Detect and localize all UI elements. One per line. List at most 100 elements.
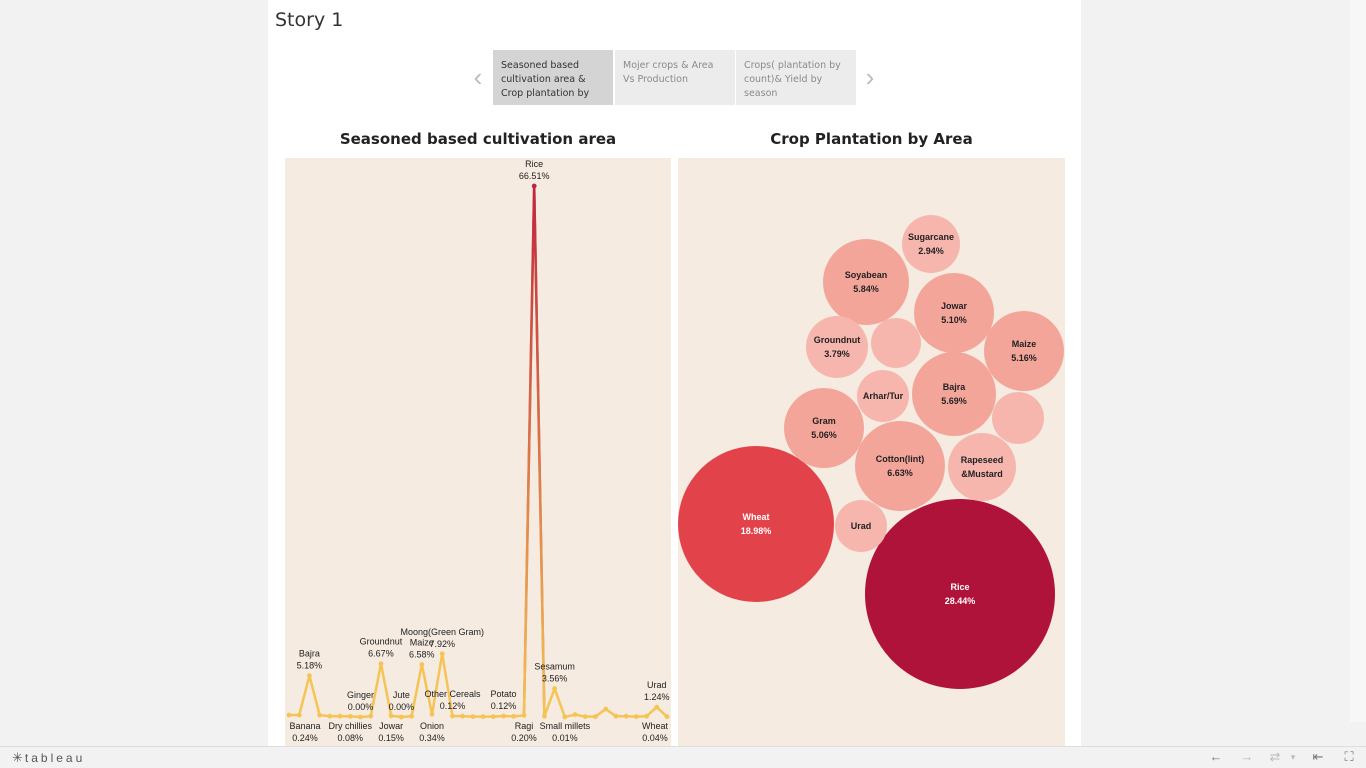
bubble-circle[interactable] <box>984 311 1064 391</box>
tableau-logo[interactable]: ✳ tableau <box>12 750 85 766</box>
undo-button[interactable]: ← <box>1207 749 1225 765</box>
bubble-urad[interactable]: Urad <box>835 500 887 552</box>
bubble-label: Jowar <box>941 301 968 311</box>
bubble-circle[interactable] <box>784 388 864 468</box>
revert-dropdown[interactable]: ▾ <box>1288 749 1298 765</box>
bubble-value: 5.06% <box>811 430 837 440</box>
line-point[interactable] <box>347 713 353 719</box>
line-point[interactable] <box>603 706 609 712</box>
line-point[interactable] <box>562 714 568 720</box>
bubble-value: 3.79% <box>824 349 850 359</box>
bubble-circle[interactable] <box>914 273 994 353</box>
bubble-circle[interactable] <box>855 421 945 511</box>
bubble-soyabean[interactable]: Soyabean 5.84% <box>823 239 909 325</box>
line-point[interactable] <box>470 714 476 720</box>
line-point[interactable] <box>480 714 486 720</box>
chevron-left-icon: ‹ <box>473 62 483 92</box>
bubble-label: Gram <box>812 416 836 426</box>
data-label-name: Ragi <box>515 721 534 731</box>
bubble-circle[interactable] <box>857 370 909 422</box>
scrollbar-thumb[interactable] <box>1350 0 1366 722</box>
line-point[interactable] <box>368 713 374 719</box>
line-point[interactable] <box>460 713 466 719</box>
data-label-name: Potato <box>491 689 517 699</box>
prev-story-point-button[interactable]: ‹ <box>470 64 486 90</box>
bubble-rapeseed-mustard[interactable]: Rapeseed&Mustard <box>948 433 1016 501</box>
line-segment <box>441 653 454 717</box>
line-point[interactable] <box>296 712 302 718</box>
line-point[interactable] <box>307 673 312 679</box>
line-point[interactable] <box>388 713 394 719</box>
bubble-gram[interactable]: Gram 5.06% <box>784 388 864 468</box>
bubble-maize[interactable]: Maize 5.16% <box>984 311 1064 391</box>
bubble-wheat[interactable]: Wheat 18.98% <box>678 446 834 602</box>
line-point[interactable] <box>358 714 363 720</box>
line-point[interactable] <box>542 713 547 719</box>
bubble-chart[interactable]: Rice 28.44% Wheat 18.98% Cotton(lint) 6.63% So… <box>678 158 1065 746</box>
bubble-bajra[interactable]: Bajra 5.69% <box>912 352 996 436</box>
left-sheet-title: Seasoned based cultivation area <box>339 130 617 148</box>
bubble-circle[interactable] <box>992 392 1044 444</box>
bubble-circle[interactable] <box>823 239 909 325</box>
go-to-start-button[interactable]: ⇤ <box>1309 749 1327 765</box>
line-point[interactable] <box>317 712 323 718</box>
line-point[interactable] <box>511 713 517 719</box>
bubble-circle[interactable] <box>865 499 1055 689</box>
undo-icon: ← <box>1209 749 1223 764</box>
line-point[interactable] <box>439 651 445 657</box>
bubble-label: Rice <box>950 582 969 592</box>
story-point-3[interactable]: Crops( plantation by count)& Yield by se… <box>736 50 856 105</box>
bubble-arhar-tur[interactable]: Arhar/Tur <box>857 370 909 422</box>
line-point[interactable] <box>337 713 343 719</box>
bubble-circle[interactable] <box>835 500 887 552</box>
bubble-jowar[interactable]: Jowar 5.10% <box>914 273 994 353</box>
data-label-value: 0.12% <box>440 701 466 711</box>
bubble-circle[interactable] <box>948 433 1016 501</box>
bubble-circle[interactable] <box>871 318 921 368</box>
line-point[interactable] <box>419 662 425 667</box>
line-point[interactable] <box>429 711 435 717</box>
next-story-point-button[interactable]: › <box>862 64 878 90</box>
line-point[interactable] <box>623 713 629 719</box>
line-point[interactable] <box>664 714 670 720</box>
bubble-circle[interactable] <box>902 215 960 273</box>
fullscreen-button[interactable]: ⛶ <box>1340 749 1358 765</box>
line-point[interactable] <box>501 713 506 719</box>
line-segment <box>410 664 424 717</box>
line-point[interactable] <box>552 686 558 691</box>
bubble-rice[interactable]: Rice 28.44% <box>865 499 1055 689</box>
bubble-circle[interactable] <box>678 446 834 602</box>
bubble-circle[interactable] <box>806 316 868 378</box>
story-point-1[interactable]: Seasoned based cultivation area & Crop p… <box>493 50 613 105</box>
line-point[interactable] <box>593 714 598 720</box>
line-point[interactable] <box>521 713 527 718</box>
vertical-scrollbar[interactable] <box>1350 0 1366 722</box>
story-point-2[interactable]: Mojer crops & Area Vs Production <box>615 50 735 105</box>
line-chart[interactable]: Bajra 5.18% Groundnut 6.67% Ginger 0.00% Maize… <box>285 158 671 746</box>
bubble-groundnut[interactable]: Groundnut 3.79% <box>806 316 868 378</box>
line-point[interactable] <box>633 714 639 720</box>
line-segment <box>553 688 567 718</box>
line-point[interactable] <box>286 712 292 718</box>
line-point[interactable] <box>613 713 619 719</box>
line-point[interactable] <box>327 713 333 719</box>
bubble-cotton-lint-[interactable]: Cotton(lint) 6.63% <box>855 421 945 511</box>
bubble-unlabeled[interactable] <box>871 318 921 368</box>
line-point[interactable] <box>531 183 537 189</box>
bubble-unlabeled[interactable] <box>992 392 1044 444</box>
line-point[interactable] <box>409 713 414 719</box>
line-segment <box>369 663 383 717</box>
redo-button[interactable]: → <box>1238 749 1256 765</box>
bubble-circle[interactable] <box>912 352 996 436</box>
line-point[interactable] <box>490 714 496 720</box>
line-point[interactable] <box>378 661 384 667</box>
line-point[interactable] <box>450 713 455 719</box>
line-point[interactable] <box>398 714 404 720</box>
data-label-value: 6.58% <box>409 649 435 659</box>
revert-button[interactable]: ⇄ <box>1266 749 1284 765</box>
line-point[interactable] <box>644 713 649 719</box>
bubble-sugarcane[interactable]: Sugarcane 2.94% <box>902 215 960 273</box>
line-point[interactable] <box>654 704 660 710</box>
line-point[interactable] <box>572 712 578 718</box>
line-point[interactable] <box>582 714 588 720</box>
